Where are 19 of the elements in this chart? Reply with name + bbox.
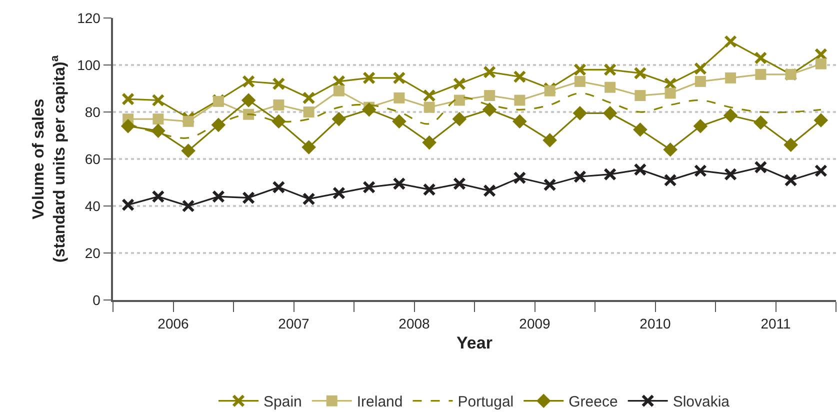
legend-label: Portugal xyxy=(458,394,514,411)
legend-label: Greece xyxy=(568,394,618,411)
y-tick-label: 60 xyxy=(84,150,101,167)
y-tick-label: 100 xyxy=(77,56,101,73)
x-tick-label: 2006 xyxy=(158,316,190,332)
x-tick-label: 2009 xyxy=(519,316,551,332)
legend-label: Slovakia xyxy=(672,394,730,411)
y-tick-label: 20 xyxy=(84,244,101,261)
x-axis-title: Year xyxy=(456,333,493,352)
y-tick-label: 120 xyxy=(77,10,101,26)
legend-label: Ireland xyxy=(356,394,403,411)
x-tick-label: 2010 xyxy=(640,316,672,332)
x-tick-label: 2011 xyxy=(760,316,792,332)
y-tick-label: 40 xyxy=(84,198,101,214)
x-tick-label: 2007 xyxy=(278,316,310,332)
x-tick-label: 2008 xyxy=(398,316,430,332)
y-tick-label: 0 xyxy=(92,292,101,308)
legend-label: Spain xyxy=(264,394,302,411)
y-tick-label: 80 xyxy=(84,104,101,120)
